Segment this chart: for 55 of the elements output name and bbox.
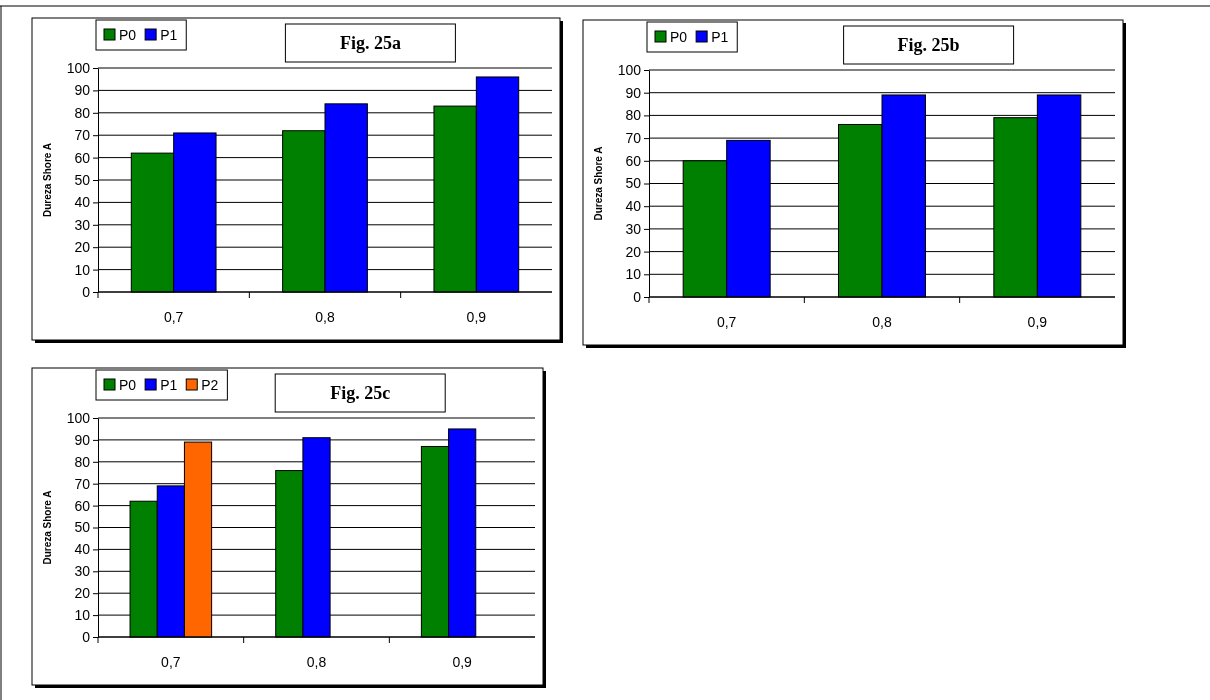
y-tick-label: 50 [74, 519, 91, 536]
y-tick-label: 90 [74, 431, 91, 448]
x-tick-label: 0,7 [163, 308, 184, 325]
y-tick-label: 100 [617, 61, 642, 78]
y-tick-label: 60 [625, 152, 642, 169]
x-tick-label: 0,8 [306, 653, 327, 670]
y-tick-label: 60 [74, 497, 91, 514]
y-axis-title: Dureza Shore A [41, 142, 53, 218]
y-tick-label: 70 [74, 127, 91, 144]
y-tick-label: 30 [625, 220, 642, 237]
y-tick-label: 30 [74, 216, 91, 233]
y-tick-label: 80 [74, 104, 91, 121]
chart-title: Fig. 25b [897, 35, 960, 55]
x-tick-label: 0,9 [1027, 313, 1048, 330]
y-tick-label: 60 [74, 149, 91, 166]
legend-label: P1 [160, 27, 178, 43]
y-tick-label: 0 [82, 283, 91, 300]
y-tick-label: 70 [625, 130, 642, 147]
y-tick-label: 100 [66, 409, 91, 426]
legend-label: P2 [201, 377, 219, 393]
x-tick-label: 0,7 [161, 653, 181, 670]
x-tick-label: 0,9 [452, 653, 473, 670]
y-tick-label: 0 [82, 628, 91, 645]
x-tick-label: 0,8 [315, 308, 335, 325]
y-tick-label: 100 [66, 59, 91, 76]
y-tick-label: 40 [74, 194, 91, 211]
y-axis-title: Dureza Shore A [41, 490, 53, 565]
y-tick-label: 10 [74, 607, 91, 624]
y-tick-label: 80 [625, 107, 642, 124]
y-tick-label: 20 [74, 585, 91, 602]
x-tick-label: 0,7 [716, 313, 737, 330]
x-tick-label: 0,8 [872, 313, 892, 330]
y-tick-label: 40 [74, 541, 91, 558]
y-axis-title: Dureza Shore A [592, 146, 604, 221]
x-tick-label: 0,9 [466, 308, 487, 325]
y-tick-label: 0 [633, 288, 642, 305]
y-tick-label: 50 [625, 175, 642, 192]
legend-label: P0 [670, 29, 688, 45]
chart-title: Fig. 25a [339, 33, 401, 53]
y-tick-label: 70 [74, 475, 91, 492]
y-tick-label: 40 [625, 198, 642, 215]
y-tick-label: 30 [74, 563, 91, 580]
y-tick-label: 10 [74, 261, 91, 278]
legend-label: P1 [160, 377, 178, 393]
y-tick-label: 20 [625, 243, 642, 260]
legend-label: P0 [119, 377, 137, 393]
chart-title: Fig. 25c [330, 383, 391, 403]
y-tick-label: 90 [625, 84, 642, 101]
y-tick-label: 20 [74, 239, 91, 256]
y-tick-label: 10 [625, 266, 642, 283]
y-tick-label: 90 [74, 82, 91, 99]
legend-label: P0 [119, 27, 137, 43]
y-tick-label: 50 [74, 171, 91, 188]
y-tick-label: 80 [74, 453, 91, 470]
legend-label: P1 [711, 29, 729, 45]
